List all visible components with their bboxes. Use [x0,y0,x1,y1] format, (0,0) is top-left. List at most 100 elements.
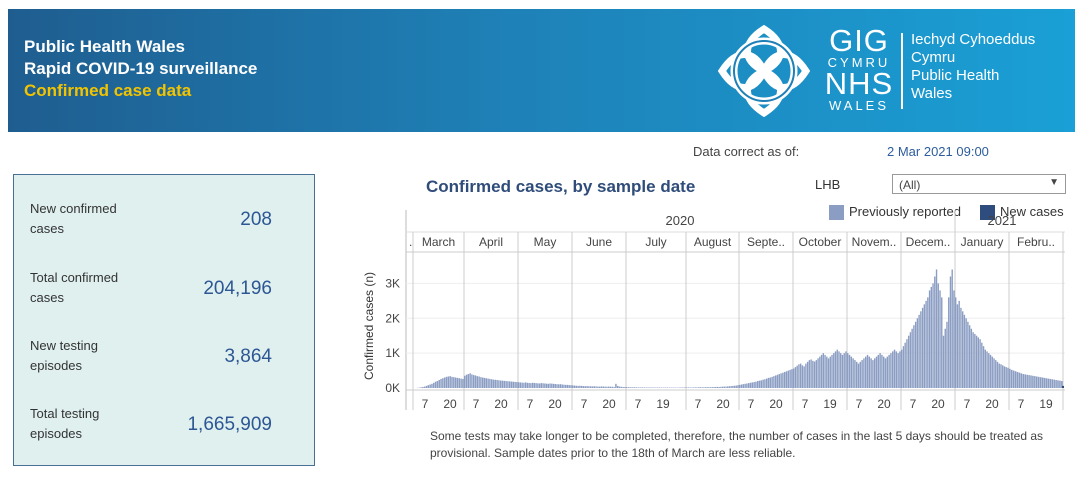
daily-case-bar [453,377,455,388]
daily-case-bar [703,387,705,388]
day-tick-label: 19 [1039,397,1053,411]
daily-case-bar [817,358,819,388]
daily-case-bar [775,375,777,388]
daily-case-bar [537,383,539,388]
daily-case-bar [838,351,840,388]
daily-case-bar [422,386,424,388]
daily-case-bar [423,386,426,388]
lhb-filter-dropdown[interactable]: (All) ▼ [892,174,1066,194]
daily-case-bar [953,290,955,388]
daily-case-bar [769,377,772,388]
daily-case-bar [1047,378,1050,388]
daily-case-bar [746,383,748,388]
daily-case-bar [451,376,453,388]
daily-case-bar [615,383,617,388]
daily-case-bar [893,349,896,388]
daily-case-bar [570,385,572,388]
daily-case-bar [429,384,431,388]
daily-case-bar [1000,364,1002,388]
org-english-line2: Wales [911,85,953,102]
daily-case-bar [776,374,779,388]
day-tick-label: 7 [802,397,809,411]
daily-case-bar [812,360,814,388]
month-label: July [645,235,666,249]
daily-case-bar [982,346,985,388]
daily-case-bar [501,380,504,388]
kpi-panel: New confirmed cases 208 Total confirmed … [13,174,315,466]
daily-case-bar [970,328,973,388]
daily-case-bar [434,381,437,388]
month-label: October [799,235,842,249]
daily-case-bar [902,346,905,388]
day-tick-label: 7 [1018,397,1025,411]
daily-case-bar [572,385,574,388]
legend-new: New cases [1000,204,1064,219]
day-tick-label: 19 [823,397,837,411]
daily-case-bar [530,383,532,388]
daily-case-bar [848,354,851,388]
daily-case-bar [755,381,757,388]
day-tick-label: 7 [422,397,429,411]
daily-case-bar [798,364,800,388]
day-tick-label: 7 [856,397,863,411]
day-tick-label: 7 [695,397,702,411]
daily-case-bar [771,376,773,388]
daily-case-bar [723,386,725,388]
daily-case-bar [600,386,603,388]
daily-case-bar [984,349,986,388]
daily-case-bar [733,385,736,388]
daily-case-bar [649,387,651,388]
daily-case-bar [591,386,594,388]
daily-case-bar [939,290,941,388]
daily-case-bar [510,381,513,388]
day-tick-label: 7 [581,397,588,411]
daily-case-bar [1041,377,1044,388]
daily-case-bar [739,384,741,388]
daily-case-bar [629,387,632,388]
daily-case-bar [480,377,482,388]
daily-case-bar [843,353,845,388]
daily-case-bar [877,354,880,388]
daily-case-bar [791,369,793,388]
daily-case-bar [433,382,435,388]
daily-case-bar [927,297,929,388]
daily-case-bar [586,386,588,388]
daily-case-bar [879,353,881,388]
daily-case-bar [503,380,506,388]
daily-case-bar [955,297,957,388]
daily-case-bar [1036,376,1038,388]
daily-case-bar [737,385,739,388]
daily-case-bar [948,297,950,388]
daily-case-bar [784,371,786,388]
y-axis-label: Confirmed cases (n) [362,271,376,380]
daily-case-bar [850,356,853,388]
daily-case-bar [834,351,837,388]
daily-case-bar [895,351,898,388]
daily-case-bar [518,382,520,388]
daily-case-bar [918,314,920,388]
daily-case-bar [916,318,919,388]
daily-case-bar [909,332,912,388]
day-tick-label: 20 [931,397,945,411]
daily-case-bar [631,387,634,388]
daily-case-bar [963,314,966,388]
daily-case-bar [808,360,811,388]
daily-case-bar [692,387,695,388]
daily-case-bar [1055,379,1057,388]
daily-case-bar [498,380,500,388]
daily-case-bar [1010,369,1013,388]
daily-case-bar [565,384,567,388]
daily-case-bar [602,386,605,388]
daily-case-bar [820,354,823,388]
year-label-2020: 2020 [666,213,695,228]
header-title: Public Health Wales [24,37,185,56]
y-tick-label: 0K [385,381,400,395]
daily-case-bar [687,387,690,388]
org-welsh-line1: Iechyd Cyhoeddus [911,31,1036,48]
daily-case-bar [852,358,854,388]
day-tick-label: 20 [602,397,616,411]
day-tick-label: 19 [656,397,670,411]
daily-case-bar [590,386,592,388]
daily-case-bar [1005,367,1007,388]
daily-case-bar [544,383,546,388]
